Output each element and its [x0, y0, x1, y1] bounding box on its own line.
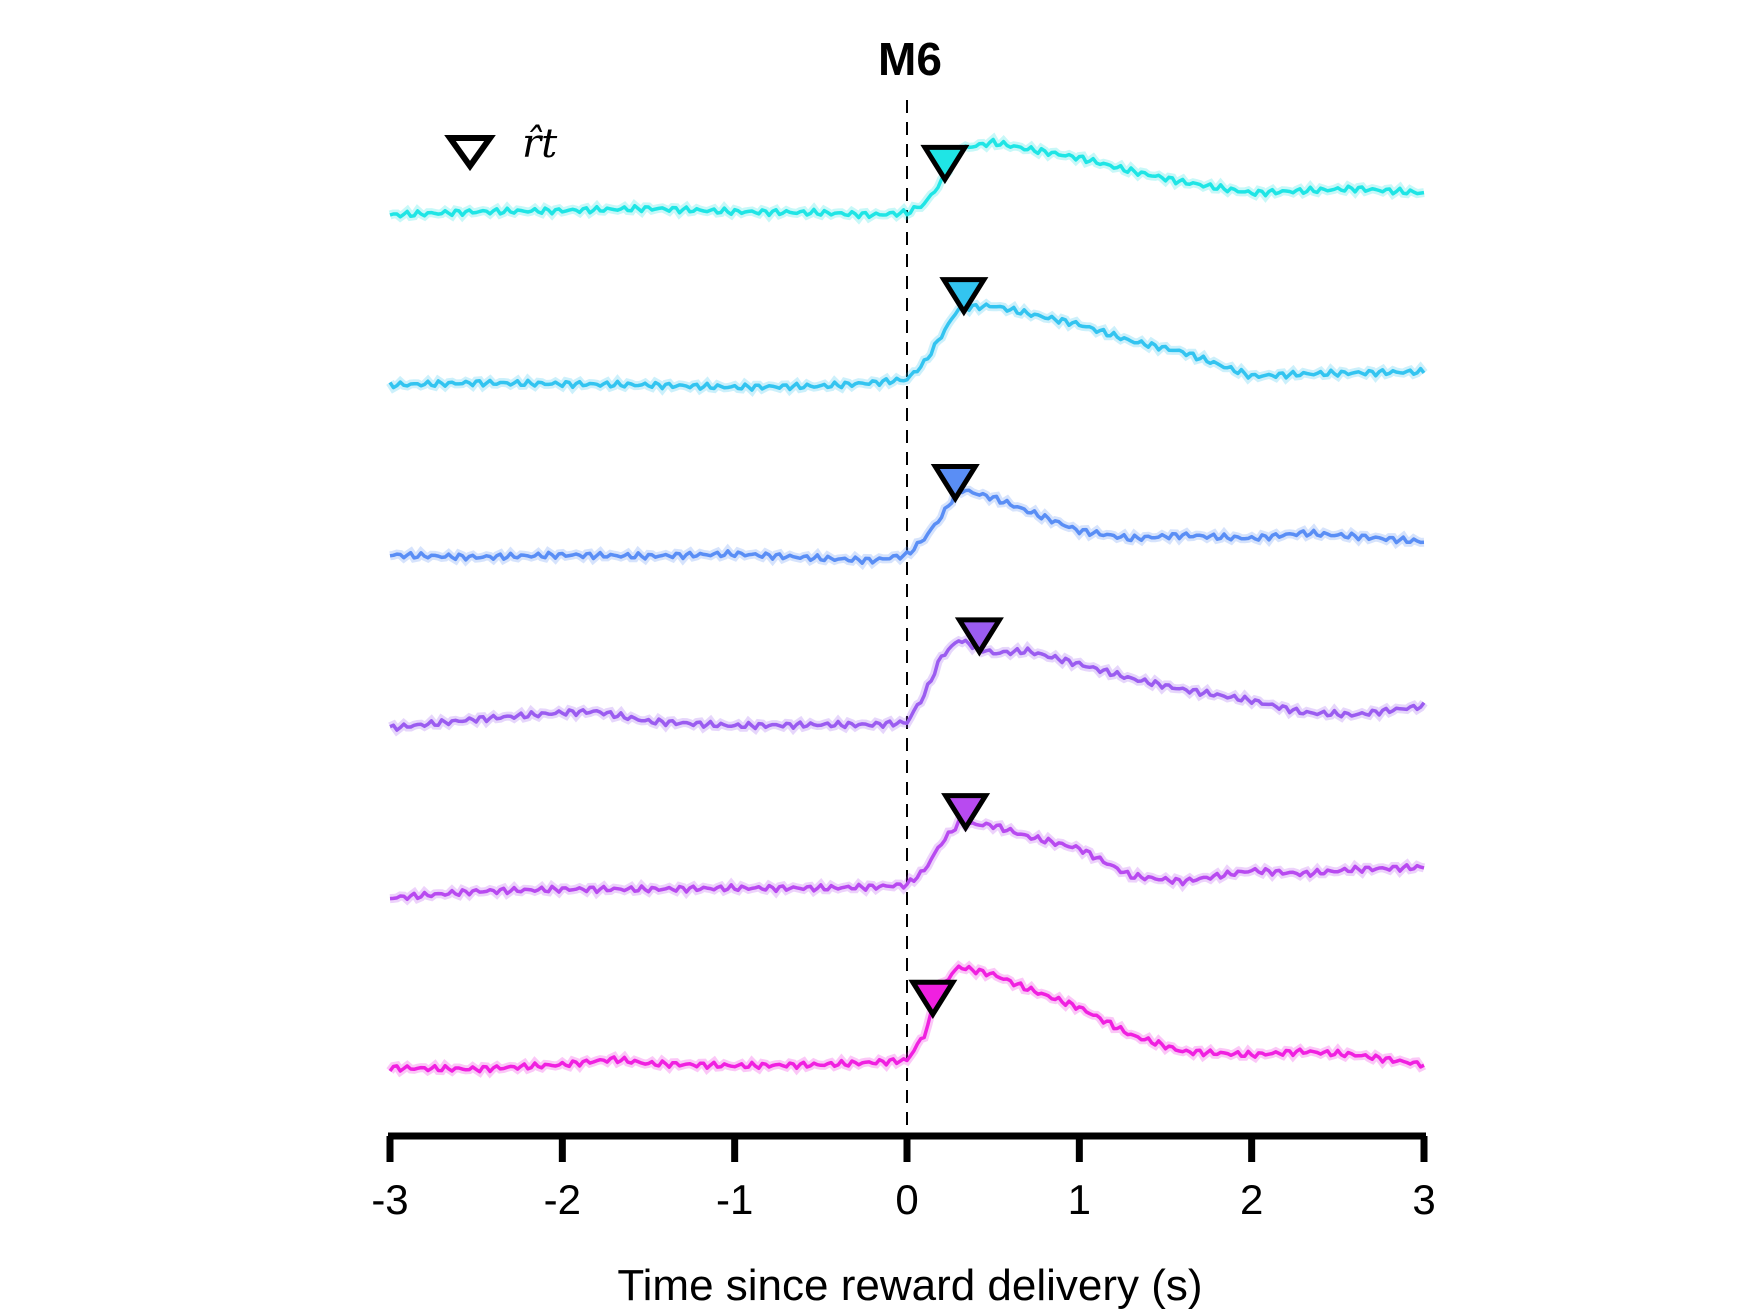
series-6-rt-marker: [908, 979, 958, 1019]
legend-label: r̂t: [522, 121, 558, 167]
series-3-rt-marker: [930, 464, 980, 504]
series-5-rt-marker: [941, 793, 991, 833]
series-4-line: [389, 638, 1426, 732]
x-tick-label-0: -3: [371, 1176, 408, 1223]
series-2-rt-marker: [939, 277, 989, 317]
x-tick-label-5: 2: [1240, 1176, 1263, 1223]
series-5-line: [389, 818, 1425, 902]
rt-marker-layer: [908, 144, 1004, 1019]
legend-marker-triangle: [444, 135, 496, 172]
x-ticks: -3 -2 -1 0 1 2 3: [371, 1136, 1436, 1223]
x-tick-label-6: 3: [1412, 1176, 1435, 1223]
x-tick-label-1: -2: [544, 1176, 581, 1223]
series-6-line: [388, 964, 1425, 1074]
x-tick-label-3: 0: [895, 1176, 918, 1223]
series-layer: [386, 132, 1428, 1079]
x-axis: -3 -2 -1 0 1 2 3 Time since reward delivery (s…: [371, 1132, 1436, 1310]
chart-title: M6: [878, 33, 942, 85]
x-tick-label-2: -1: [716, 1176, 753, 1223]
series-1-line: [389, 137, 1425, 220]
series-1-rt-marker: [920, 144, 970, 185]
x-tick-label-4: 1: [1068, 1176, 1091, 1223]
series-4-rt-marker: [954, 617, 1004, 657]
series-2-line: [388, 302, 1426, 392]
x-axis-title: Time since reward delivery (s): [617, 1261, 1202, 1310]
series-3-line: [389, 485, 1425, 565]
legend: r̂t: [444, 121, 558, 172]
